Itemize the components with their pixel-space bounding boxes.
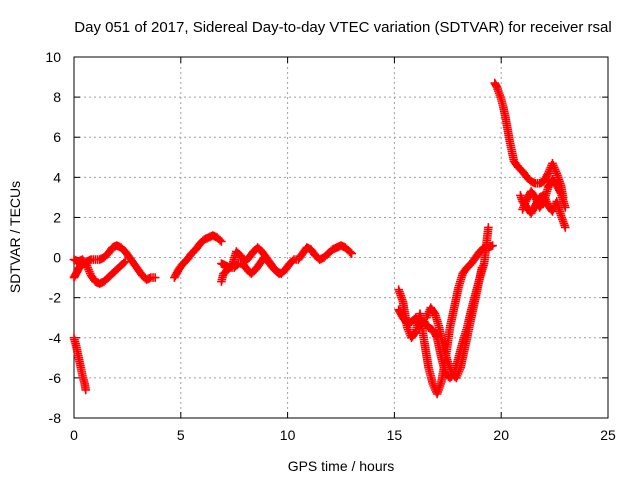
y-tick-label: 0: [53, 250, 61, 266]
data-point: [347, 249, 356, 258]
y-tick-label: 6: [53, 129, 61, 145]
x-tick-label: 10: [280, 427, 296, 443]
data-point: [81, 385, 91, 395]
y-tick-label: 2: [53, 209, 61, 225]
data-point: [477, 263, 487, 272]
y-tick-label: -8: [49, 410, 62, 426]
data-point: [288, 256, 297, 266]
data-point: [488, 241, 497, 250]
data-point: [273, 267, 282, 277]
data-point: [215, 235, 225, 245]
y-tick-label: -2: [49, 290, 62, 306]
y-axis-label: SDTVAR / TECUs: [7, 181, 23, 293]
data-points: [69, 78, 570, 399]
data-point: [346, 248, 355, 257]
data-point: [150, 273, 160, 282]
data-point: [274, 269, 284, 278]
data-point: [560, 223, 570, 232]
grid-lines: [74, 57, 608, 418]
chart-title: Day 051 of 2017, Sidereal Day-to-day VTE…: [74, 19, 611, 36]
x-tick-label: 25: [600, 427, 616, 443]
y-tick-label: 4: [53, 169, 61, 185]
data-point: [484, 223, 493, 232]
data-point: [120, 257, 130, 266]
axis-ticks: 0 5 10 15 20 25 -8 -6 -4 -2 0 2 4 6 8 10: [45, 49, 616, 443]
data-point: [217, 237, 226, 246]
data-point: [119, 258, 129, 268]
y-tick-label: -6: [49, 370, 62, 386]
y-tick-label: -4: [49, 330, 62, 346]
x-tick-label: 15: [387, 427, 403, 443]
y-tick-label: 8: [53, 89, 61, 105]
data-point: [560, 203, 570, 212]
x-axis-label: GPS time / hours: [288, 458, 395, 474]
x-tick-label: 5: [177, 427, 185, 443]
plot-frame: [73, 56, 609, 419]
y-tick-label: 10: [45, 49, 61, 65]
x-tick-label: 20: [493, 427, 509, 443]
x-tick-label: 0: [70, 427, 78, 443]
